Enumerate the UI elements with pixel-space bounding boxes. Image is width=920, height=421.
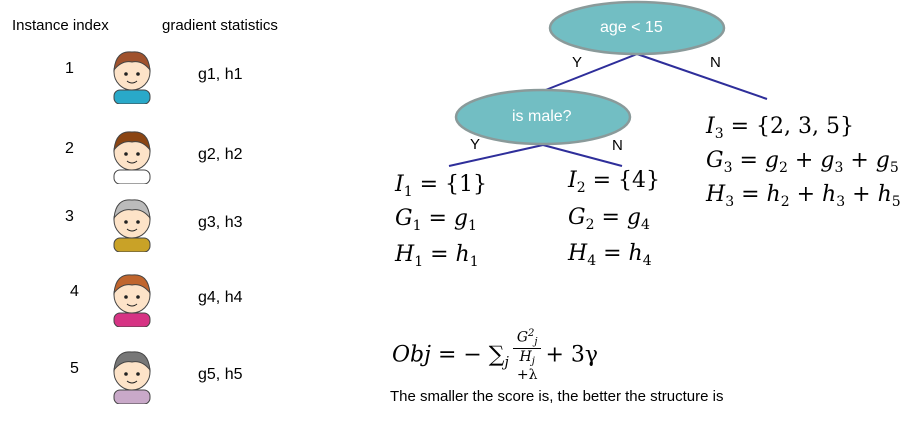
header-instance-index: Instance index [12,17,109,34]
leaf3-I: I3 = {2, 3, 5} [706,114,855,142]
leaf3-G: G3 = g2 + g3 + g5 [706,148,899,176]
root-no-label: N [710,54,721,71]
child-no-label: N [612,137,623,154]
avatar-grandma-icon [113,351,151,404]
leaf2-H: H4 = h4 [568,241,652,269]
child-yes-label: Y [470,136,481,153]
avatar-girl-braids-icon [113,131,151,184]
instance-index: 4 [70,283,79,300]
edge-child-yes [448,144,544,167]
gradient-stats: g4, h4 [198,289,243,306]
instance-index: 3 [65,208,74,225]
gradient-stats: g5, h5 [198,366,243,383]
leaf1-H: H1 = h1 [395,242,479,270]
leaf2-I: I2 = {4} [568,168,661,196]
instance-index: 5 [70,360,79,377]
objective-formula: Obj = − ∑j G2j Hj +λ + 3γ [392,328,599,383]
instance-index: 1 [65,60,74,77]
gradient-stats: g3, h3 [198,214,243,231]
gradient-stats: g1, h1 [198,66,243,83]
child-node [454,88,632,146]
edge-root-yes [542,53,638,92]
leaf2-G: G2 = g4 [568,205,650,233]
leaf1-I: I1 = {1} [395,172,488,200]
leaf3-H: H3 = h2 + h3 + h5 [706,182,901,210]
leaf1-G: G1 = g1 [395,206,477,234]
root-yes-label: Y [572,54,583,71]
child-node-label: is male? [512,108,572,125]
gradient-stats: g2, h2 [198,146,243,163]
edge-child-no [542,144,623,167]
avatar-grandpa-icon [113,199,151,252]
root-node [548,0,726,56]
caption: The smaller the score is, the better the… [390,388,724,405]
avatar-woman-ponytail-icon [113,274,151,327]
header-gradient-statistics: gradient statistics [162,17,278,34]
root-node-label: age < 15 [600,19,663,36]
instance-index: 2 [65,140,74,157]
avatar-boy-icon [113,51,151,104]
edge-root-no [636,53,768,100]
